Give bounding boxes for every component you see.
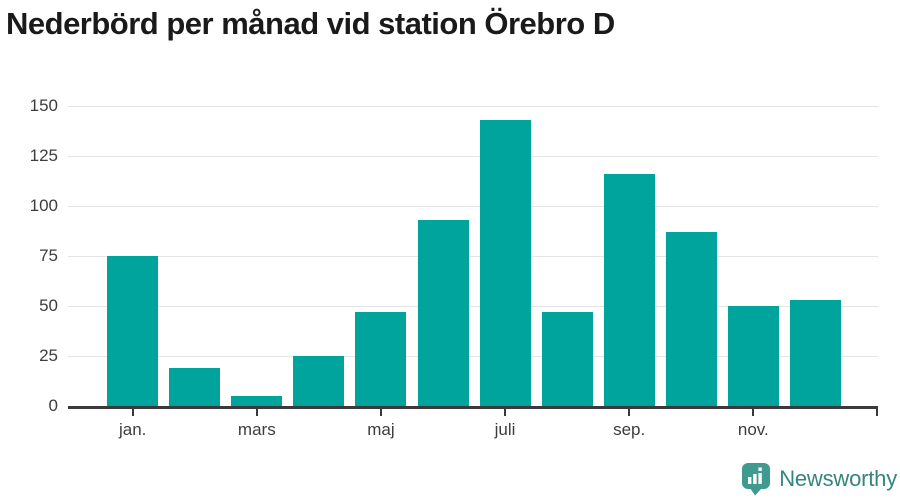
x-tick-sep. — [628, 408, 631, 416]
bar-aug. — [541, 312, 593, 406]
x-tick-label-nov.: nov. — [737, 420, 769, 439]
x-tick-label-jan.: jan. — [118, 420, 147, 439]
bar-maj — [355, 312, 407, 406]
bar-okt. — [665, 232, 717, 406]
gridline-100 — [68, 206, 878, 207]
bar-mars — [231, 396, 283, 406]
x-tick-label-juli: juli — [494, 420, 516, 439]
x-axis-end-tick — [876, 408, 879, 416]
x-tick-mars — [255, 408, 258, 416]
bar-apr. — [293, 356, 345, 406]
gridline-125 — [68, 156, 878, 157]
bar-juni — [417, 220, 469, 406]
y-tick-label: 150 — [29, 96, 58, 115]
x-axis-line — [68, 406, 878, 409]
bar-jan. — [107, 256, 159, 406]
gridline-50 — [68, 306, 878, 307]
y-tick-label: 50 — [39, 296, 58, 315]
x-tick-label-mars: mars — [237, 420, 276, 439]
gridline-75 — [68, 256, 878, 257]
x-tick-label-maj: maj — [367, 420, 395, 439]
y-tick-label: 25 — [39, 346, 58, 365]
y-tick-label: 125 — [29, 146, 58, 165]
newsworthy-logo-icon — [742, 463, 771, 496]
page-title: Nederbörd per månad vid station Örebro D — [6, 6, 615, 41]
x-tick-juli — [504, 408, 507, 416]
bar-nov. — [727, 306, 779, 406]
brand-footer: Newsworthy — [741, 461, 897, 497]
x-tick-maj — [379, 408, 382, 416]
x-tick-label-sep.: sep. — [613, 420, 646, 439]
x-tick-nov. — [752, 408, 755, 416]
y-tick-label: 100 — [29, 196, 58, 215]
y-tick-label: 0 — [48, 396, 58, 415]
gridline-25 — [68, 356, 878, 357]
x-tick-jan. — [131, 408, 134, 416]
bar-sep. — [603, 174, 655, 406]
bar-juli — [479, 120, 531, 406]
bar-dec. — [789, 300, 841, 406]
y-tick-label: 75 — [39, 246, 58, 265]
gridline-150 — [68, 106, 878, 107]
bar-feb. — [169, 368, 221, 406]
brand-name: Newsworthy — [779, 466, 897, 491]
